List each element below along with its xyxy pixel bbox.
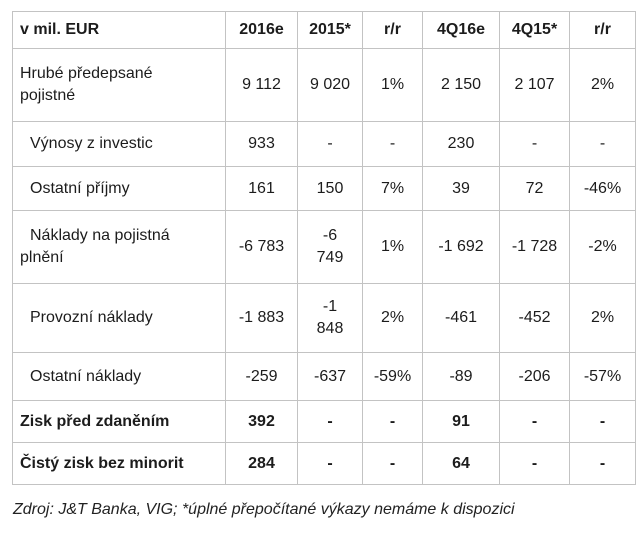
value-cell: -1 848 bbox=[297, 283, 363, 353]
value-cell: - bbox=[362, 121, 423, 167]
value-cell: - bbox=[569, 442, 636, 485]
value-cell: 284 bbox=[225, 442, 298, 485]
value-cell: 9 112 bbox=[225, 48, 298, 122]
value-cell: -6 783 bbox=[225, 210, 298, 284]
table-row: Hrubé předepsané pojistné 9 112 9 020 1%… bbox=[12, 48, 636, 122]
financial-results-table: v mil. EUR 2016e 2015* r/r 4Q16e 4Q15* r… bbox=[12, 11, 636, 485]
value-cell: -6 749 bbox=[297, 210, 363, 284]
value-cell: 9 020 bbox=[297, 48, 363, 122]
row-label: Ostatní příjmy bbox=[12, 166, 226, 211]
value-cell: 1% bbox=[362, 48, 423, 122]
value-cell: - bbox=[362, 400, 423, 443]
value-cell: -206 bbox=[499, 352, 570, 401]
row-label: Ostatní náklady bbox=[12, 352, 226, 401]
value-cell: 933 bbox=[225, 121, 298, 167]
value-cell: - bbox=[362, 442, 423, 485]
value-cell: -637 bbox=[297, 352, 363, 401]
value-cell: -259 bbox=[225, 352, 298, 401]
value-cell: 392 bbox=[225, 400, 298, 443]
row-label: Náklady na pojistná plnění bbox=[12, 210, 226, 284]
col-header-2015: 2015* bbox=[297, 11, 363, 49]
value-cell: - bbox=[499, 400, 570, 443]
value-cell: -59% bbox=[362, 352, 423, 401]
value-cell: -57% bbox=[569, 352, 636, 401]
value-cell: -89 bbox=[422, 352, 500, 401]
value-cell: -2% bbox=[569, 210, 636, 284]
value-cell: 150 bbox=[297, 166, 363, 211]
row-label: Výnosy z investic bbox=[12, 121, 226, 167]
value-cell: -46% bbox=[569, 166, 636, 211]
value-cell: - bbox=[499, 442, 570, 485]
table-row: Ostatní náklady -259 -637 -59% -89 -206 … bbox=[12, 352, 636, 401]
value-cell: -461 bbox=[422, 283, 500, 353]
table-row: Provozní náklady -1 883 -1 848 2% -461 -… bbox=[12, 283, 636, 353]
value-cell: -1 728 bbox=[499, 210, 570, 284]
value-cell: 2% bbox=[569, 48, 636, 122]
col-header-4q15: 4Q15* bbox=[499, 11, 570, 49]
value-cell: 2 150 bbox=[422, 48, 500, 122]
value-cell: -452 bbox=[499, 283, 570, 353]
row-label: Zisk před zdaněním bbox=[12, 400, 226, 443]
row-label: Hrubé předepsané pojistné bbox=[12, 48, 226, 122]
value-cell: - bbox=[569, 121, 636, 167]
value-cell: 2 107 bbox=[499, 48, 570, 122]
value-cell: - bbox=[499, 121, 570, 167]
value-cell: 230 bbox=[422, 121, 500, 167]
row-label: Čistý zisk bez minorit bbox=[12, 442, 226, 485]
value-cell: 7% bbox=[362, 166, 423, 211]
value-cell: 91 bbox=[422, 400, 500, 443]
value-cell: -1 692 bbox=[422, 210, 500, 284]
value-cell: 64 bbox=[422, 442, 500, 485]
table-row: Náklady na pojistná plnění -6 783 -6 749… bbox=[12, 210, 636, 284]
col-header-unit: v mil. EUR bbox=[12, 11, 226, 49]
value-cell: - bbox=[297, 121, 363, 167]
value-cell: 2% bbox=[569, 283, 636, 353]
value-cell: 72 bbox=[499, 166, 570, 211]
col-header-4q16e: 4Q16e bbox=[422, 11, 500, 49]
value-cell: - bbox=[569, 400, 636, 443]
value-cell: 39 bbox=[422, 166, 500, 211]
source-note: Zdroj: J&T Banka, VIG; *úplné přepočítan… bbox=[13, 501, 515, 518]
page: v mil. EUR 2016e 2015* r/r 4Q16e 4Q15* r… bbox=[12, 11, 636, 518]
value-cell: 161 bbox=[225, 166, 298, 211]
col-header-2016e: 2016e bbox=[225, 11, 298, 49]
value-cell: - bbox=[297, 400, 363, 443]
value-cell: - bbox=[297, 442, 363, 485]
table-row: Ostatní příjmy 161 150 7% 39 72 -46% bbox=[12, 166, 636, 211]
table-row-total-pretax: Zisk před zdaněním 392 - - 91 - - bbox=[12, 400, 636, 443]
value-cell: -1 883 bbox=[225, 283, 298, 353]
table-row: Výnosy z investic 933 - - 230 - - bbox=[12, 121, 636, 167]
row-label: Provozní náklady bbox=[12, 283, 226, 353]
table-row-total-net: Čistý zisk bez minorit 284 - - 64 - - bbox=[12, 442, 636, 485]
col-header-yoy-1: r/r bbox=[362, 11, 423, 49]
col-header-yoy-2: r/r bbox=[569, 11, 636, 49]
table-header-row: v mil. EUR 2016e 2015* r/r 4Q16e 4Q15* r… bbox=[12, 11, 636, 49]
value-cell: 1% bbox=[362, 210, 423, 284]
value-cell: 2% bbox=[362, 283, 423, 353]
